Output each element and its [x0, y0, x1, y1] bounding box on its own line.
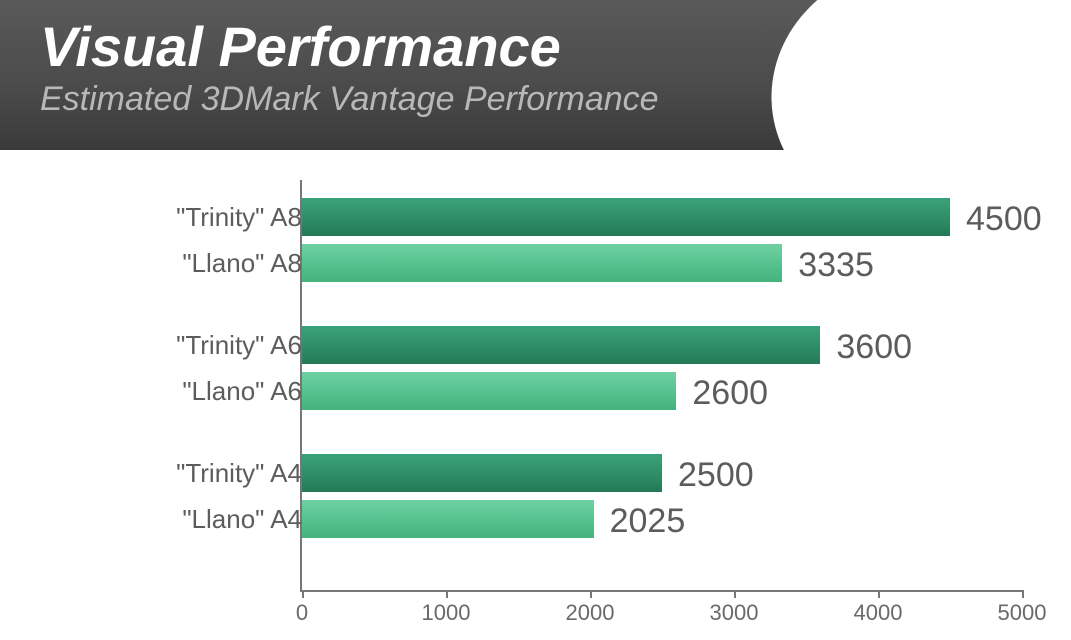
x-tick-label: 0 — [296, 600, 308, 626]
x-tick — [734, 590, 736, 598]
bar-llano-a4 — [302, 500, 594, 538]
bar-value-label: 2500 — [678, 456, 754, 495]
category-label: "Trinity" A6 — [12, 326, 316, 364]
bar-llano-a6 — [302, 372, 676, 410]
x-tick-label: 2000 — [566, 600, 615, 626]
bar-value-label: 2025 — [610, 502, 686, 541]
x-tick-label: 5000 — [998, 600, 1047, 626]
bar-llano-a8 — [302, 244, 782, 282]
x-tick — [1022, 590, 1024, 598]
bar-value-label: 2600 — [692, 374, 768, 413]
x-tick — [302, 590, 304, 598]
bar-trinity-a8 — [302, 198, 950, 236]
x-tick-label: 1000 — [422, 600, 471, 626]
x-tick-label: 3000 — [710, 600, 759, 626]
header: Visual Performance Estimated 3DMark Vant… — [0, 0, 1071, 150]
x-tick-label: 4000 — [854, 600, 903, 626]
x-tick — [446, 590, 448, 598]
x-tick — [878, 590, 880, 598]
chart-plot: 010002000300040005000"Trinity" A84500"Ll… — [300, 180, 1022, 592]
category-label: "Trinity" A4 — [12, 454, 316, 492]
bar-value-label: 3335 — [798, 246, 874, 285]
category-label: "Llano" A4 — [12, 500, 316, 538]
bar-value-label: 4500 — [966, 200, 1042, 239]
category-label: "Llano" A6 — [12, 372, 316, 410]
category-label: "Trinity" A8 — [12, 198, 316, 236]
category-label: "Llano" A8 — [12, 244, 316, 282]
bar-value-label: 3600 — [836, 328, 912, 367]
x-tick — [590, 590, 592, 598]
bar-trinity-a6 — [302, 326, 820, 364]
bar-trinity-a4 — [302, 454, 662, 492]
chart-area: 0 1000 2000 3000 4000 5000 "Trinity" A8 4500 "Ll… — [0, 150, 1071, 640]
